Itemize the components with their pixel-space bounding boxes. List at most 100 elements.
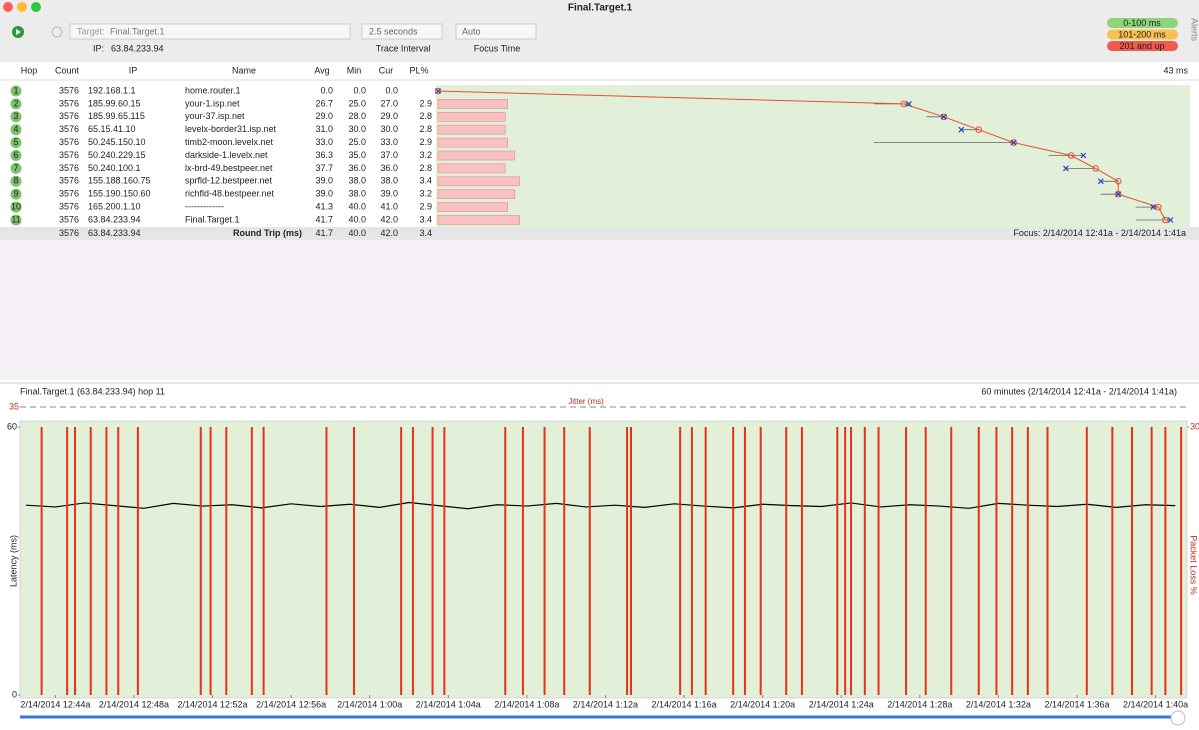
legend-swatch <box>1107 41 1178 51</box>
y2-axis-title: Packet Loss % <box>1189 535 1199 595</box>
hop-badge <box>10 214 22 226</box>
cur-point <box>940 113 947 120</box>
summary-cell: 40.0 <box>348 228 366 238</box>
alerts-tab[interactable]: Alerts <box>1190 18 1199 42</box>
avg-point <box>1162 216 1169 224</box>
table-cell: 3.4 <box>419 176 432 186</box>
table-cell: 0.0 <box>385 85 398 95</box>
cur-point <box>958 126 965 133</box>
packet-loss-line <box>1180 427 1183 695</box>
y-tick-label: 60 <box>7 421 17 431</box>
summary-cell: Focus: 2/14/2014 12:41a - 2/14/2014 1:41… <box>1013 228 1186 238</box>
hop-badge <box>10 162 22 174</box>
packet-loss-line <box>679 427 682 695</box>
interval-field[interactable] <box>361 23 443 40</box>
hop-number: 5 <box>13 137 18 147</box>
packet-loss-line <box>759 427 762 695</box>
hop-badge <box>10 188 22 200</box>
x-tick-label: 2/14/2014 1:20a <box>730 699 795 709</box>
x-tick-label: 2/14/2014 1:36a <box>1044 699 1109 709</box>
avg-point <box>1114 190 1122 198</box>
packet-loss-line <box>431 427 434 695</box>
packet-loss-bar <box>437 163 506 174</box>
table-cell: darkside-1.levelx.net <box>185 150 268 160</box>
minimize-button[interactable] <box>17 2 27 12</box>
table-cell: ------------- <box>185 201 224 211</box>
x-tick-label: 2/14/2014 12:48a <box>99 699 169 709</box>
packet-loss-line <box>563 427 566 695</box>
close-button[interactable] <box>3 2 13 12</box>
table-cell: 39.0 <box>380 189 398 199</box>
table-cell: 3576 <box>59 176 79 186</box>
summary-cell: 41.7 <box>315 228 333 238</box>
column-header: Min <box>347 65 362 75</box>
column-header: Cur <box>379 65 394 75</box>
interval-label: Trace Interval <box>376 43 431 53</box>
column-header: Avg <box>314 65 329 75</box>
table-cell: 30.0 <box>348 124 366 134</box>
packet-loss-line <box>1150 427 1153 695</box>
packet-loss-line <box>89 427 92 695</box>
packet-loss-line <box>1011 427 1014 695</box>
packet-loss-bar <box>437 176 520 187</box>
packet-loss-bar <box>437 99 508 109</box>
table-cell: 40.0 <box>348 201 366 211</box>
x-tick-label: 2/14/2014 1:08a <box>494 699 559 709</box>
table-cell: timb2-moon.levelx.net <box>185 137 274 147</box>
packet-loss-line <box>588 427 591 695</box>
table-cell: 36.3 <box>315 150 333 160</box>
table-cell: 25.0 <box>348 137 366 147</box>
table-cell: 50.245.150.10 <box>88 137 146 147</box>
legend-label: 0-100 ms <box>1123 18 1161 28</box>
stop-button[interactable] <box>51 26 63 38</box>
table-cell: 3576 <box>59 98 79 108</box>
packet-loss-line <box>850 427 853 695</box>
hop-number: 3 <box>13 111 18 121</box>
cur-point <box>1010 139 1017 146</box>
table-cell: richfld-48.bestpeer.net <box>185 189 275 199</box>
table-cell: 3576 <box>59 124 79 134</box>
x-tick-label: 2/14/2014 1:28a <box>887 699 952 709</box>
table-cell: 155.190.150.60 <box>88 189 151 199</box>
packet-loss-line <box>74 427 77 695</box>
zoom-button[interactable] <box>31 2 41 12</box>
packet-loss-line <box>1085 427 1088 695</box>
packet-loss-line <box>690 427 693 695</box>
legend-label: 101-200 ms <box>1118 29 1166 39</box>
packet-loss-bar <box>437 137 508 148</box>
packet-loss-line <box>743 427 746 695</box>
jitter-tick-label: 35 <box>9 401 19 411</box>
packet-loss-line <box>977 427 980 695</box>
packet-loss-line <box>630 427 633 695</box>
slider-knob[interactable] <box>1170 710 1186 726</box>
table-cell: 2.9 <box>419 137 432 147</box>
focus-field[interactable] <box>455 23 537 40</box>
table-cell: 3576 <box>59 85 79 95</box>
avg-point <box>1067 152 1075 159</box>
table-cell: 3.2 <box>419 150 432 160</box>
packet-loss-line <box>40 427 43 695</box>
hop-number: 11 <box>11 214 20 224</box>
table-cell: 155.188.160.75 <box>88 176 151 186</box>
table-cell: 30.0 <box>380 124 398 134</box>
x-tick-label: 2/14/2014 12:52a <box>177 699 247 709</box>
hop-number: 8 <box>13 176 18 186</box>
packet-loss-line <box>836 427 839 695</box>
table-cell: 0.0 <box>353 85 366 95</box>
table-cell: 41.7 <box>315 214 333 224</box>
table-cell: 185.99.60.15 <box>88 98 141 108</box>
packet-loss-line <box>785 427 788 695</box>
x-tick-label: 2/14/2014 12:56a <box>256 699 326 709</box>
avg-point <box>1155 203 1162 211</box>
packet-loss-line <box>262 427 265 695</box>
plot-area <box>19 420 1188 699</box>
cur-point <box>906 100 912 107</box>
avg-point <box>975 126 982 133</box>
table-cell: 36.0 <box>348 163 366 173</box>
packet-loss-line <box>995 427 998 695</box>
column-header: PL% <box>409 65 428 75</box>
packet-loss-line <box>905 427 908 695</box>
packet-loss-line <box>800 427 803 695</box>
target-field[interactable] <box>69 23 351 40</box>
table-cell: 50.240.100.1 <box>88 163 141 173</box>
